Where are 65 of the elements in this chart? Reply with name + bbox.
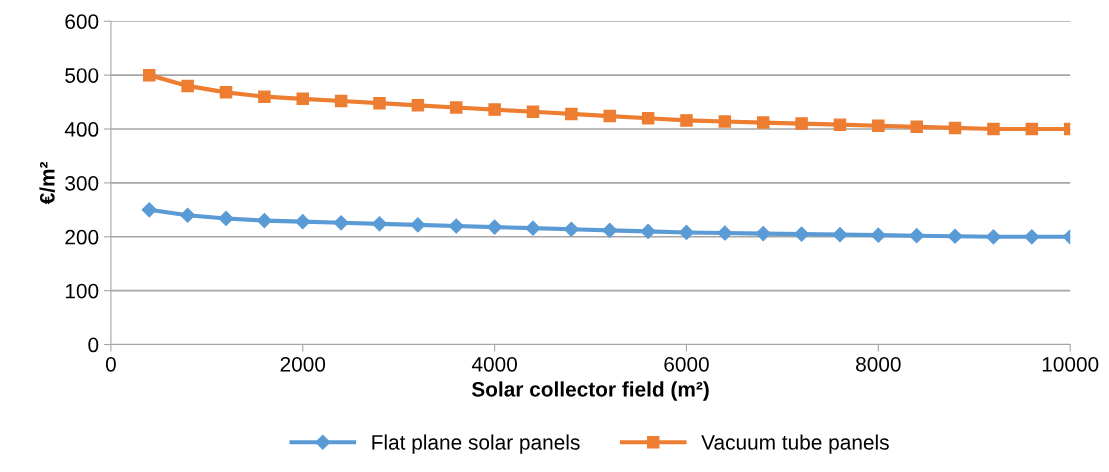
point [678,224,695,241]
point [948,121,962,135]
point [680,114,693,127]
x-tick-label: 2000 [280,356,326,372]
point [526,105,540,119]
x-tick-label: 6000 [664,356,709,372]
point [755,225,771,242]
point [411,99,425,112]
y-axis-title: €/m² [39,161,55,205]
point [295,214,311,230]
point [833,118,847,131]
x-axis-title: Solar collector field (m²) [471,381,709,401]
point [640,223,656,239]
y-tick-label: 100 [65,283,99,299]
x-tick-label: 10000 [1042,356,1099,372]
point [525,220,541,236]
x-tick-label: 4000 [471,356,517,372]
y-tick-label: 200 [65,229,99,245]
point [258,90,271,103]
point [296,92,310,106]
x-tick-label: 8000 [856,356,901,372]
point [872,119,885,133]
point [181,79,194,93]
point [143,68,156,82]
point [487,219,503,235]
point [795,117,808,130]
point [334,94,348,108]
point [987,122,1000,136]
point [565,107,578,121]
y-tick-label: 600 [65,14,99,29]
x-tick-label: 0 [105,356,116,372]
point [909,228,925,244]
point [985,229,1002,245]
legend-label: Flat plane solar panels [372,434,580,454]
point [180,207,196,223]
point [641,111,655,125]
point [718,115,732,128]
point [449,101,463,114]
point [410,217,426,233]
point [1025,122,1039,136]
point [333,215,349,231]
point [832,227,848,243]
point [602,222,618,238]
point [563,221,579,237]
y-tick-label: 300 [65,175,99,191]
point [141,202,157,218]
point [219,86,233,99]
point [794,226,810,242]
point [910,120,923,134]
y-tick-label: 400 [64,122,99,137]
point [371,216,388,232]
point [717,225,733,241]
legend-label: Vacuum tube panels [701,434,889,454]
y-tick-label: 0 [88,337,99,353]
point [756,116,770,129]
point [256,213,272,229]
point [947,228,963,244]
point [870,227,886,243]
point [448,218,464,234]
point [488,103,501,116]
point [603,109,616,123]
y-tick-label: 500 [65,68,99,83]
point [373,96,386,110]
point [1024,229,1040,245]
point [218,210,234,227]
